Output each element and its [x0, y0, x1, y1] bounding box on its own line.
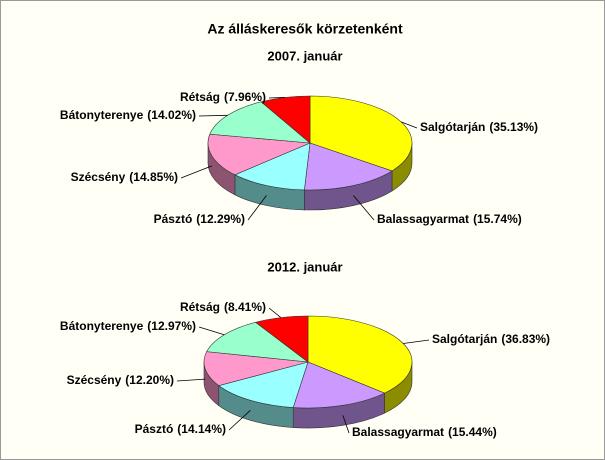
value-label: (36.83%): [501, 332, 550, 346]
data-label: Pásztó (14.14%): [135, 422, 226, 436]
value-label: (35.13%): [489, 120, 538, 134]
data-label: Pásztó (12.29%): [154, 212, 245, 226]
leader-line: [180, 165, 213, 179]
leader-line: [403, 339, 430, 344]
value-label: (15.44%): [448, 425, 497, 439]
slice: [207, 133, 311, 176]
leader-line: [268, 307, 282, 318]
chart-title: Az álláskeresők körzetenként: [207, 21, 403, 37]
category-label: Bátonyterenye: [60, 319, 144, 333]
data-label: Salgótarján (35.13%): [420, 120, 538, 134]
leader-line: [353, 195, 375, 221]
slice: [254, 315, 309, 363]
data-label: Bátonyterenye (12.97%): [60, 319, 196, 333]
data-label: Szécsény (14.85%): [71, 170, 178, 184]
category-label: Rétság: [180, 90, 220, 104]
slice: [292, 361, 386, 409]
data-label: Rétság (8.41%): [180, 300, 266, 314]
leader-line: [176, 378, 206, 382]
leader-line: [342, 415, 350, 434]
leader-line: [198, 326, 225, 336]
leader-line: [228, 409, 251, 431]
value-label: (8.41%): [224, 300, 266, 314]
slice: [203, 351, 309, 386]
value-label: (12.97%): [147, 319, 196, 333]
value-label: (14.14%): [177, 422, 226, 436]
data-label: Rétság (7.96%): [180, 90, 266, 104]
slice: [307, 315, 413, 394]
category-label: Balassagyarmat: [377, 212, 469, 226]
slice: [209, 101, 311, 144]
category-label: Pásztó: [154, 212, 193, 226]
slice: [304, 142, 393, 191]
value-label: (12.20%): [125, 373, 174, 387]
leader-line: [268, 97, 285, 99]
chart-subtitle: 2007. január: [267, 48, 342, 63]
slice: [234, 142, 311, 191]
category-label: Rétság: [180, 300, 220, 314]
chart-subtitle: 2012. január: [267, 259, 342, 274]
category-label: Pásztó: [135, 422, 174, 436]
data-label: Bátonyterenye (14.02%): [60, 108, 196, 122]
category-label: Szécsény: [71, 170, 126, 184]
category-label: Salgótarján: [420, 120, 485, 134]
data-label: Szécsény (12.20%): [67, 373, 174, 387]
value-label: (14.02%): [147, 108, 196, 122]
category-label: Balassagyarmat: [352, 425, 444, 439]
leader-line: [400, 121, 418, 129]
leader-line: [247, 195, 267, 221]
category-label: Salgótarján: [432, 332, 497, 346]
data-label: Salgótarján (36.83%): [432, 332, 550, 346]
value-label: (14.85%): [129, 170, 178, 184]
leader-line: [198, 114, 228, 117]
category-label: Bátonyterenye: [60, 108, 144, 122]
value-label: (7.96%): [224, 90, 266, 104]
category-label: Szécsény: [67, 373, 122, 387]
slice: [260, 95, 311, 144]
data-label: Balassagyarmat (15.74%): [377, 212, 522, 226]
value-label: (12.29%): [196, 212, 245, 226]
value-label: (15.74%): [473, 212, 522, 226]
data-label: Balassagyarmat (15.44%): [352, 425, 497, 439]
slice: [218, 361, 309, 408]
slice: [309, 95, 413, 172]
